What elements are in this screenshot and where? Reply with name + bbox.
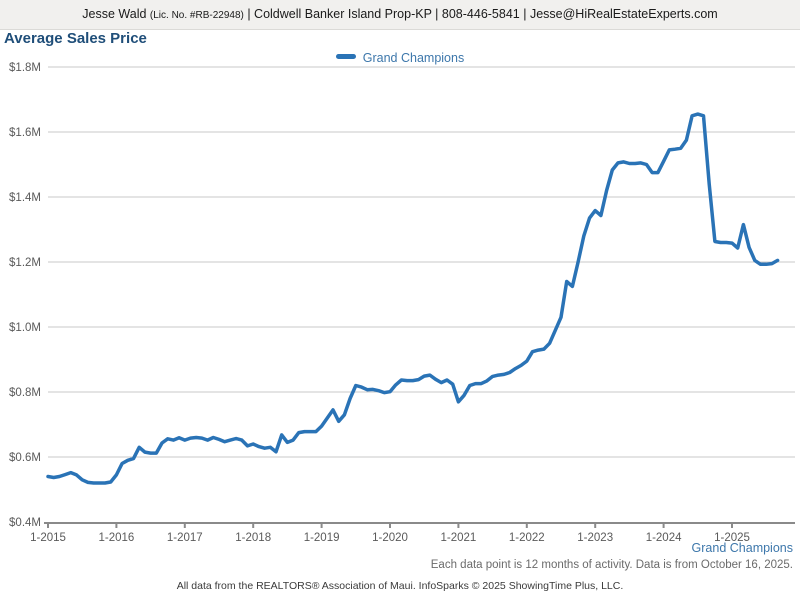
legend-item-grand-champions[interactable]: Grand Champions	[335, 49, 465, 67]
x-tick-label: 1-2025	[714, 532, 750, 544]
x-tick-label: 1-2017	[167, 532, 203, 544]
series-color-swatch	[335, 54, 356, 60]
agent-name: Jesse Wald	[82, 7, 150, 21]
separator: |	[519, 7, 530, 21]
x-tick-label: 1-2023	[577, 532, 613, 544]
agent-info-bar: Jesse Wald (Lic. No. #RB-22948) | Coldwe…	[0, 0, 800, 30]
y-tick-label: $0.4M	[9, 517, 41, 529]
x-tick-label: 1-2020	[372, 532, 408, 544]
chart-legend: Grand Champions	[0, 49, 800, 65]
x-tick-label: 1-2024	[646, 532, 682, 544]
x-tick-label: 1-2015	[30, 532, 66, 544]
x-tick-label: 1-2018	[235, 532, 271, 544]
y-tick-label: $1.8M	[9, 62, 41, 74]
y-tick-label: $0.6M	[9, 452, 41, 464]
y-tick-label: $1.2M	[9, 257, 41, 269]
license-number: (Lic. No. #RB-22948)	[149, 10, 244, 21]
email-address: Jesse@HiRealEstateExperts.com	[529, 7, 718, 21]
x-tick-label: 1-2016	[98, 532, 134, 544]
y-tick-label: $0.8M	[9, 387, 41, 399]
page-title: Average Sales Price	[4, 30, 147, 47]
separator: |	[243, 7, 255, 21]
phone-number: 808-446-5841	[441, 7, 520, 21]
y-tick-label: $1.0M	[9, 322, 41, 334]
y-tick-label: $1.4M	[9, 192, 41, 204]
attribution-text: All data from the REALTORS® Association …	[176, 580, 624, 592]
x-tick-label: 1-2021	[440, 532, 476, 544]
x-tick-label: 1-2019	[304, 532, 340, 544]
x-tick-label: 1-2022	[509, 532, 545, 544]
chart-caption: Each data point is 12 months of activity…	[430, 559, 793, 571]
separator: |	[431, 7, 442, 21]
y-tick-label: $1.6M	[9, 127, 41, 139]
series-footer-label: Grand Champions	[691, 541, 793, 555]
series-line-grand-champions	[46, 112, 780, 485]
brokerage-name: Coldwell Banker Island Prop-KP	[254, 7, 432, 21]
legend-label: Grand Champions	[362, 50, 465, 65]
